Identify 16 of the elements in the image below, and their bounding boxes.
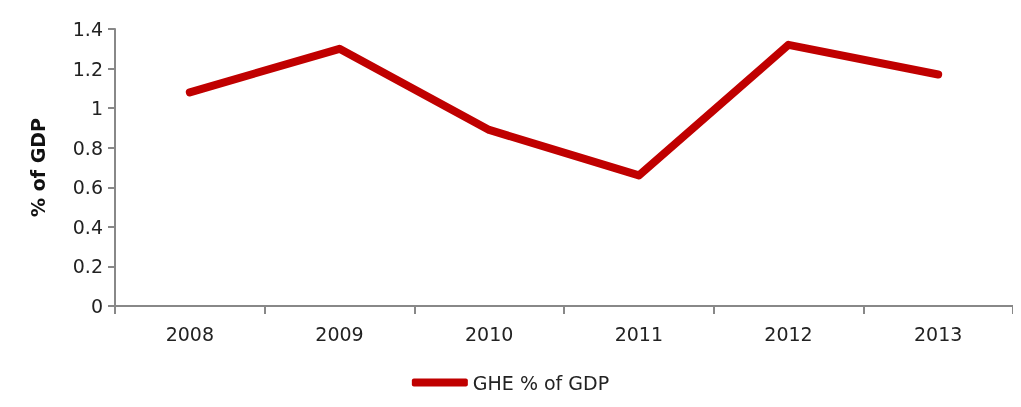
x-tick-label: 2008 <box>165 322 215 345</box>
x-tick-label: 2009 <box>315 322 364 345</box>
x-tick-label: 2012 <box>764 322 813 345</box>
x-tick-label: 2013 <box>913 322 963 345</box>
y-axis-title: % of GDP <box>26 117 49 217</box>
y-tick-label: 1.2 <box>72 57 103 80</box>
y-tick-label: 0 <box>90 295 103 317</box>
y-tick-label: 1.4 <box>72 18 103 40</box>
y-tick-label: 0.4 <box>72 215 103 238</box>
x-tick-label: 2011 <box>614 322 664 345</box>
x-tick-label: 2010 <box>464 322 514 345</box>
y-tick-label: 0.6 <box>72 176 103 199</box>
legend-label: GHE % of GDP <box>472 371 610 394</box>
y-tick-label: 0.2 <box>72 255 103 278</box>
y-tick-label: 1 <box>90 97 103 120</box>
y-tick-label: 0.8 <box>72 136 103 159</box>
